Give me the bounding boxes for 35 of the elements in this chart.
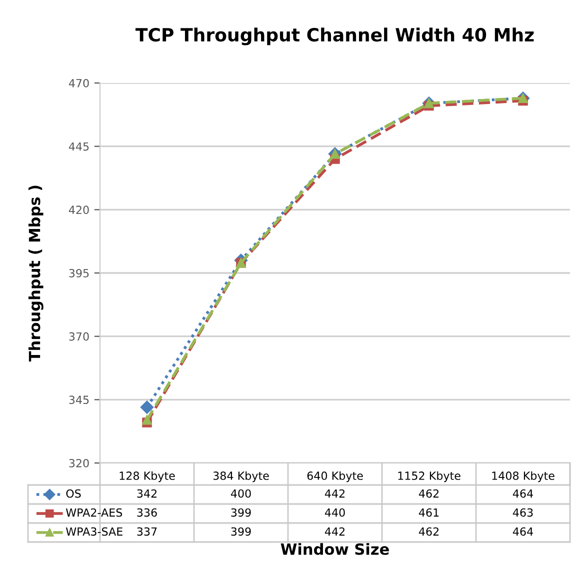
y-tick-label: 370 <box>69 332 89 341</box>
legend-label: OS <box>66 489 81 498</box>
x-tick-label: 1408 Kbyte <box>492 471 554 482</box>
data-label: 442 <box>324 527 344 536</box>
x-tick-label: 1152 Kbyte <box>398 471 460 482</box>
data-label: 463 <box>512 508 533 517</box>
y-tick-label: 395 <box>69 268 89 278</box>
data-label: 464 <box>512 527 533 536</box>
x-tick-label: 128 Kbyte <box>120 471 175 482</box>
data-label: 462 <box>418 489 438 498</box>
point <box>142 415 152 425</box>
data-label: 440 <box>324 508 345 517</box>
chart-title: TCP Throughput Channel Width 40 Mhz <box>136 28 534 46</box>
data-label: 400 <box>230 489 251 498</box>
data-label: 461 <box>418 508 439 517</box>
legend-label: WPA3-SAE <box>66 527 122 536</box>
point <box>140 400 154 414</box>
data-label: 337 <box>137 527 157 536</box>
y-tick-label: 420 <box>68 206 89 214</box>
y-tick-label: 470 <box>68 78 89 88</box>
x-tick-label: 384 Kbyte <box>213 471 269 482</box>
data-label: 464 <box>512 489 533 498</box>
data-label: 342 <box>137 489 156 498</box>
x-tick-label: 640 Kbyte <box>307 471 363 482</box>
data-label: 399 <box>231 508 251 517</box>
data-label: 462 <box>418 527 438 536</box>
legend-label: WPA2-AES <box>66 508 122 517</box>
x-axis-title: Window Size <box>280 543 389 555</box>
data-label: 442 <box>324 489 344 498</box>
y-tick-label: 320 <box>69 458 89 468</box>
y-tick-label: 445 <box>68 142 89 151</box>
y-tick-label: 345 <box>69 396 89 404</box>
data-label: 399 <box>231 527 251 536</box>
data-label: 336 <box>137 508 157 517</box>
y-axis-title: Throughput ( Mbps ) <box>28 186 44 362</box>
